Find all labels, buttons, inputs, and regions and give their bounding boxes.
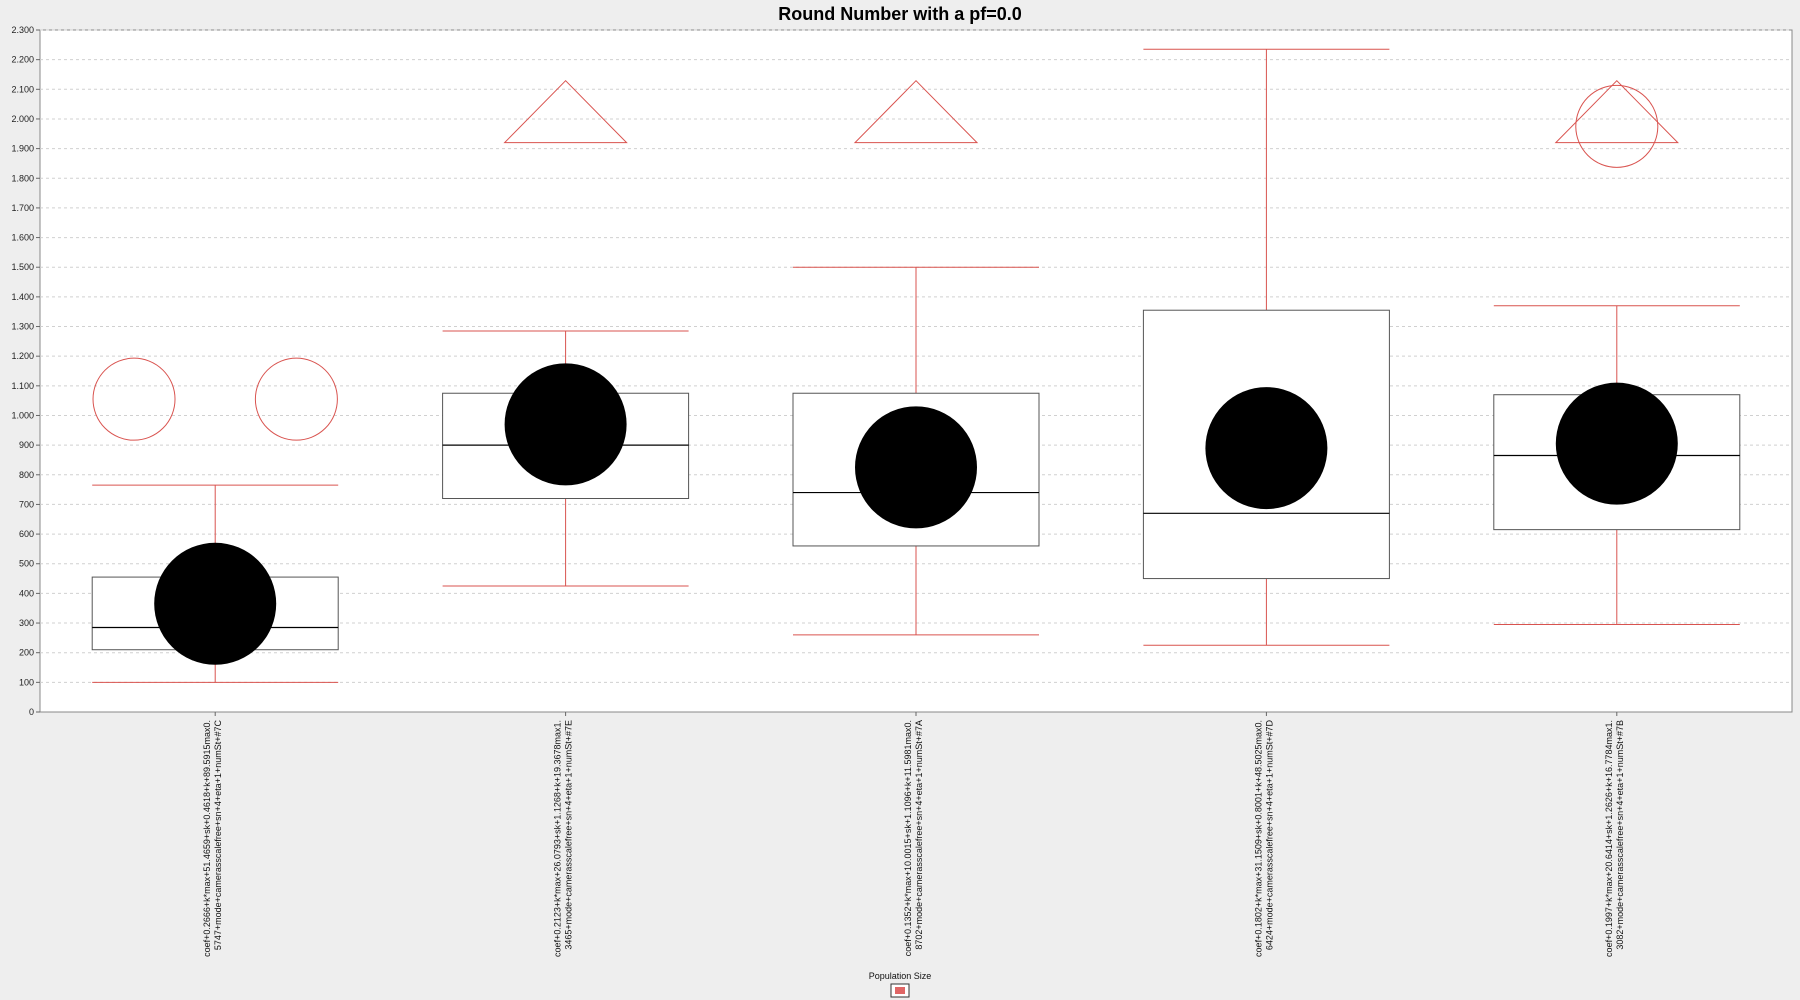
x-category-label: 3082+mode+camerasscalefree+sn+4+eta+1+nu…: [1615, 720, 1625, 950]
y-tick-label: 600: [19, 529, 34, 539]
y-tick-label: 1.700: [11, 203, 34, 213]
y-tick-label: 1.900: [11, 144, 34, 154]
y-tick-label: 300: [19, 618, 34, 628]
outlier-circle: [1575, 84, 1659, 168]
y-tick-label: 1.300: [11, 322, 34, 332]
y-tick-label: 700: [19, 499, 34, 509]
box-group: coef+0.1352+k*max+10.0015+sk+1.1096+k+11…: [792, 79, 1040, 956]
outlier-circle: [92, 357, 176, 441]
legend-title: Population Size: [869, 971, 932, 981]
y-tick-label: 100: [19, 677, 34, 687]
box-group: coef+0.2123+k*max+26.0793+sk+1.1268+k+19…: [442, 79, 690, 957]
y-tick-label: 1.200: [11, 351, 34, 361]
x-category-label: coef+0.2123+k*max+26.0793+sk+1.1268+k+19…: [553, 720, 563, 957]
box-group: coef+0.2666+k*max+51.4659+sk+0.4618+k+89…: [91, 357, 339, 957]
mean-marker: [154, 542, 277, 665]
x-category-label: 3465+mode+camerasscalefree+sn+4+eta+1+nu…: [564, 720, 574, 950]
mean-marker: [855, 406, 977, 529]
y-tick-label: 1.800: [11, 173, 34, 183]
y-tick-label: 2.000: [11, 114, 34, 124]
box-group: coef+0.1997+k*max+20.6414+sk+1.2626+k+16…: [1493, 79, 1741, 957]
box-group: coef+0.1802+k*max+31.1509+sk+0.8001+k+48…: [1142, 48, 1390, 957]
mean-marker: [1555, 382, 1678, 505]
y-tick-label: 800: [19, 470, 34, 480]
x-category-label: coef+0.2666+k*max+51.4659+sk+0.4618+k+89…: [202, 720, 212, 957]
y-tick-label: 1.600: [11, 233, 34, 243]
x-category-label: 8702+mode+camerasscalefree+sn+4+eta+1+nu…: [914, 720, 924, 950]
y-tick-label: 500: [19, 559, 34, 569]
x-category-label: 6424+mode+camerasscalefree+sn+4+eta+1+nu…: [1264, 720, 1274, 951]
y-tick-label: 200: [19, 648, 34, 658]
y-tick-label: 2.300: [11, 25, 34, 35]
outlier-triangle: [853, 79, 979, 144]
outlier-circle: [254, 357, 338, 441]
mean-marker: [1205, 387, 1328, 510]
x-category-label: coef+0.1352+k*max+10.0015+sk+1.1096+k+11…: [903, 720, 913, 956]
y-tick-label: 0: [29, 707, 34, 717]
y-tick-label: 2.100: [11, 84, 34, 94]
outlier-triangle: [1554, 79, 1679, 144]
x-category-label: coef+0.1997+k*max+20.6414+sk+1.2626+k+16…: [1604, 720, 1614, 957]
y-tick-label: 2.200: [11, 55, 34, 65]
y-tick-label: 1.000: [11, 410, 34, 420]
y-tick-label: 400: [19, 588, 34, 598]
y-tick-label: 900: [19, 440, 34, 450]
mean-marker: [504, 363, 627, 486]
x-category-label: coef+0.1802+k*max+31.1509+sk+0.8001+k+48…: [1253, 720, 1263, 957]
x-category-label: 5747+mode+camerasscalefree+sn+4+eta+1+nu…: [213, 720, 223, 951]
y-tick-label: 1.400: [11, 292, 34, 302]
legend-swatch: [895, 987, 905, 994]
outlier-triangle: [503, 79, 628, 144]
y-tick-label: 1.100: [11, 381, 34, 391]
chart-title: Round Number with a pf=0.0: [778, 4, 1022, 24]
y-tick-label: 1.500: [11, 262, 34, 272]
